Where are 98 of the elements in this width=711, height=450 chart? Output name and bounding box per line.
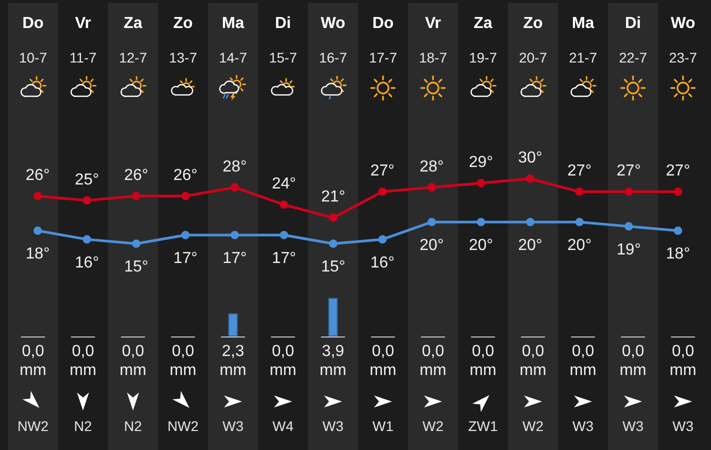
- point: [674, 188, 682, 196]
- text: W2: [422, 418, 444, 434]
- point: [378, 188, 387, 196]
- x-tick-label: Do 10-7: [18, 15, 48, 66]
- point: [329, 214, 338, 222]
- data-label: 21°: [321, 188, 346, 206]
- point: [280, 230, 288, 240]
- x-tick-label: Wo 16-7: [318, 15, 348, 66]
- data-label: 0,0 mm: [70, 343, 96, 379]
- data-label: 26°: [173, 167, 198, 184]
- x-tick-label: Wo 23-7: [668, 15, 698, 66]
- point: [624, 222, 633, 231]
- x-tick-label: Ma 21-7: [568, 15, 598, 66]
- data-label: 28°: [222, 158, 247, 176]
- point: [476, 218, 486, 226]
- data-label: 0,0 mm: [120, 343, 146, 379]
- data-label: 27°: [370, 162, 395, 180]
- data-label: 26°: [26, 167, 50, 184]
- x-tick-label: Di 22-7: [618, 15, 648, 66]
- point: [476, 178, 486, 188]
- text: W1: [372, 418, 394, 434]
- data-label: 0,0 mm: [420, 343, 446, 379]
- text: N2: [124, 418, 142, 434]
- data-label: 17°: [222, 250, 247, 268]
- text: W2: [522, 418, 544, 434]
- point: [526, 218, 534, 226]
- data-label: 0,0 mm: [370, 343, 396, 379]
- data-label: 20°: [468, 237, 494, 254]
- data-label: 0,0 mm: [670, 343, 696, 379]
- point: [34, 226, 42, 235]
- point: [280, 200, 288, 209]
- text: NW2: [167, 418, 199, 434]
- data-label: 18°: [666, 246, 690, 263]
- data-label: 20°: [518, 237, 542, 254]
- point: [575, 188, 584, 196]
- data-label: 0,0 mm: [520, 343, 546, 379]
- point: [132, 192, 140, 200]
- text: W3: [572, 418, 594, 434]
- data-label: 29°: [468, 154, 494, 172]
- data-label: 0,0 mm: [470, 343, 496, 379]
- data-label: 0,0 mm: [570, 343, 596, 379]
- data-label: 0,0 mm: [620, 343, 646, 379]
- text: W3: [322, 418, 344, 434]
- data-label: 30°: [518, 150, 542, 167]
- data-label: 18°: [26, 246, 50, 263]
- data-label: 20°: [567, 237, 592, 254]
- point: [624, 188, 633, 196]
- text: W3: [222, 418, 244, 434]
- data-label: 27°: [567, 162, 592, 180]
- point: [181, 230, 190, 240]
- x-tick-label: Ma 14-7: [218, 15, 248, 66]
- point: [674, 226, 682, 235]
- point: [428, 183, 436, 192]
- data-label: 27°: [666, 162, 690, 180]
- data-label: 27°: [616, 162, 641, 180]
- data-label: 24°: [272, 176, 296, 193]
- text: N2: [74, 418, 92, 434]
- text: W3: [622, 418, 644, 434]
- text: NW2: [17, 418, 49, 434]
- point: [230, 183, 239, 192]
- x-tick-label: Zo 13-7: [168, 15, 198, 66]
- point: [82, 196, 92, 205]
- data-label: 0,0 mm: [270, 343, 296, 379]
- text: ZW1: [468, 418, 498, 434]
- x-tick-label: Do 17-7: [368, 15, 398, 66]
- point: [526, 174, 534, 183]
- data-label: 17°: [173, 250, 198, 268]
- x-tick-label: Za 12-7: [118, 15, 148, 66]
- point: [378, 235, 387, 244]
- data-label: 25°: [74, 171, 100, 188]
- data-label: 15°: [321, 258, 346, 276]
- data-label: 19°: [616, 241, 641, 258]
- x-tick-label: Za 19-7: [468, 15, 498, 66]
- point: [34, 192, 42, 200]
- text: W4: [272, 418, 294, 434]
- point: [132, 240, 140, 248]
- x-tick-label: Vr 11-7: [70, 15, 97, 66]
- data-label: 0,0 mm: [20, 343, 46, 379]
- point: [181, 192, 190, 200]
- point: [230, 230, 239, 240]
- point: [329, 240, 338, 248]
- data-label: 20°: [420, 237, 444, 254]
- point: [575, 218, 584, 226]
- data-label: 15°: [124, 258, 148, 276]
- data-label: 26°: [124, 167, 148, 184]
- data-label: 16°: [370, 254, 395, 272]
- data-label: 17°: [272, 250, 296, 268]
- x-tick-label: Zo 20-7: [518, 15, 548, 66]
- x-tick-label: Vr 18-7: [418, 15, 448, 66]
- text: W3: [672, 418, 694, 434]
- data-label: 3,9 mm: [320, 343, 346, 379]
- data-label: 28°: [420, 158, 444, 176]
- data-label: 2,3 mm: [220, 343, 246, 379]
- x-tick-label: Di 15-7: [268, 15, 298, 66]
- data-label: 16°: [74, 254, 100, 272]
- data-label: 0,0 mm: [170, 343, 196, 379]
- point: [82, 235, 92, 244]
- point: [428, 218, 436, 226]
